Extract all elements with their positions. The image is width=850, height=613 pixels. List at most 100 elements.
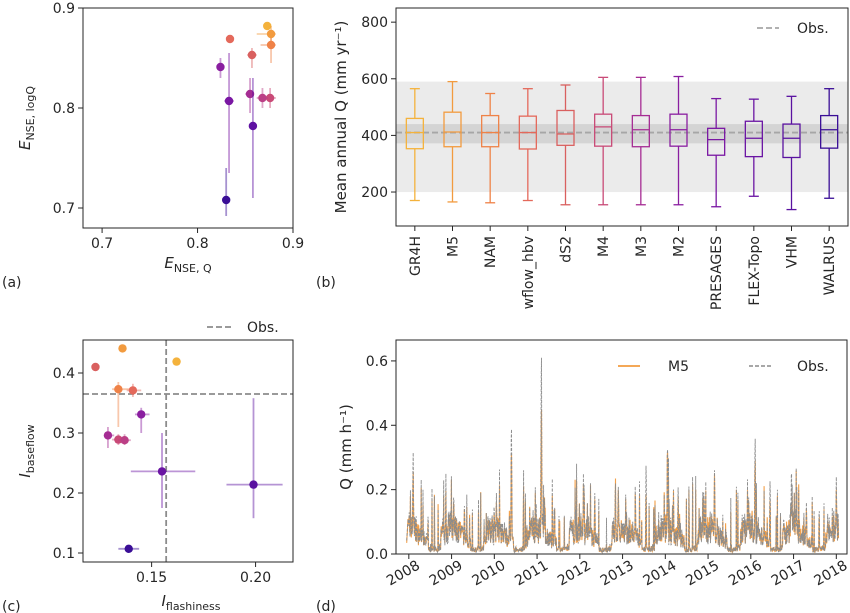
boxplot-gr4h [405,88,424,202]
x-tick-label: WALRUS [822,236,838,295]
boxplot-wflow-hbv [518,88,537,202]
x-tick-label: 2009 [427,558,466,590]
data-point-group [226,398,283,519]
data-point-group [112,382,131,427]
y-tick-label: 0.4 [53,366,75,382]
panel-label-c: (c) [2,599,21,613]
boxplot-panel-b: GR4H M5 NAM wflow_hbv dS2 M4 M3 M2 PRESAGES FLEX-… [332,7,849,310]
scatter-panel-a: 0.7 0.8 0.9 0.7 0.8 0.9 ENSE, Q ENSE, logQ [16,1,304,275]
x-tick-label: wflow_hbv [521,236,537,309]
x-tick-label: M5 [446,236,462,257]
y-tick-label: 800 [361,15,388,31]
box-iqr [820,114,839,149]
data-point-group [91,362,100,372]
panel-c-y-label: Ibaseflow [16,424,37,477]
x-tick-label: 2013 [598,558,637,590]
x-tick-label: PRESAGES [709,236,725,310]
box-iqr [744,120,763,158]
x-tick-label: 2011 [512,558,551,590]
data-point [224,96,234,106]
data-point-group [247,48,257,68]
boxplot-m5 [443,80,462,203]
boxplot-walrus [820,88,839,199]
x-tick-label: 2018 [811,558,850,590]
x-tick-label: NAM [483,236,499,268]
data-point-group [118,544,140,553]
panel-a-x-ticks: 0.7 0.8 0.9 [91,228,304,252]
data-point-group [112,434,125,445]
x-tick-label: 0.7 [91,236,113,252]
timeseries-panel-d: 2008 2009 2010 2011 2012 2013 2014 2015 2016 2017… [337,339,850,589]
scatter-panel-c: 0.15 0.20 0.1 0.2 0.3 0.4 Iflashiness Ibasef… [16,320,294,613]
panel-b-obs-bands [396,81,848,193]
panel-d-x-ticks: 2008 2009 2010 2011 2012 2013 2014 2015 2016 2017… [384,554,850,589]
obs-range-band-inner [396,124,848,144]
panel-b-boxes [405,75,839,211]
x-tick-label: GR4H [408,236,424,276]
y-tick-label: 0.4 [366,418,388,434]
panel-d-y-label: Q (mm h⁻¹) [337,404,355,490]
x-tick-label: 2016 [726,558,765,590]
boxplot-vhm [782,95,801,211]
boxplot-presages [707,97,726,208]
data-point [247,50,257,60]
panel-d-lines [406,357,840,554]
x-tick-label: FLEX-Topo [747,236,763,306]
x-tick-label: 0.15 [136,570,167,586]
data-point [221,195,231,205]
x-tick-label: M4 [596,236,612,257]
data-point [249,480,258,489]
x-tick-label: 0.20 [240,570,271,586]
data-point [91,362,100,372]
x-tick-label: 2012 [555,558,594,590]
boxplot-flex-topo [744,98,763,197]
x-tick-label: dS2 [559,236,575,263]
data-point [137,410,146,419]
data-point [124,544,133,553]
data-point-group [256,88,269,108]
y-tick-label: 0.0 [366,547,388,563]
data-point-group [256,26,276,48]
y-tick-label: 400 [361,128,388,144]
data-point [128,386,138,395]
panel-label-d: (d) [316,599,336,613]
data-point [120,436,129,445]
boxplot-m4 [594,76,613,206]
panel-d-legend: M5 Obs. [618,359,829,375]
legend-obs-label: Obs. [247,320,279,336]
x-tick-label: 0.8 [186,236,208,252]
x-tick-label: 2010 [469,558,508,590]
box-iqr [707,127,726,156]
data-point [103,431,113,440]
legend-obs-label: Obs. [797,21,829,37]
box-iqr [594,113,613,147]
boxplot-m3 [631,76,650,206]
y-tick-label: 600 [361,72,388,88]
panel-b-y-label: Mean annual Q (mm yr⁻¹) [332,21,350,214]
data-point [263,21,272,31]
y-tick-label: 0.2 [53,486,75,502]
y-tick-label: 0.8 [53,101,75,117]
series-obs-line [406,357,839,554]
x-tick-label: 2008 [384,558,423,590]
panel-c-legend: Obs. [207,320,279,336]
x-tick-label: 2014 [640,558,679,590]
boxplot-ds2 [556,84,575,206]
data-point-group [118,344,127,353]
box-iqr [443,111,462,148]
data-point-group [134,407,150,433]
panel-a-x-label: ENSE, Q [164,254,212,275]
data-point [258,93,267,103]
data-point [118,344,127,353]
data-point [114,435,123,444]
panel-b-y-ticks: 200 400 600 800 [361,15,396,201]
box-iqr [405,117,424,150]
data-point-group [221,168,231,216]
x-tick-label: M2 [672,236,688,257]
y-tick-label: 0.9 [53,1,75,17]
legend-m5-label: M5 [668,359,689,375]
data-point [245,89,255,99]
x-tick-label: 0.9 [282,236,304,252]
data-point [265,93,275,103]
data-point [266,29,276,39]
